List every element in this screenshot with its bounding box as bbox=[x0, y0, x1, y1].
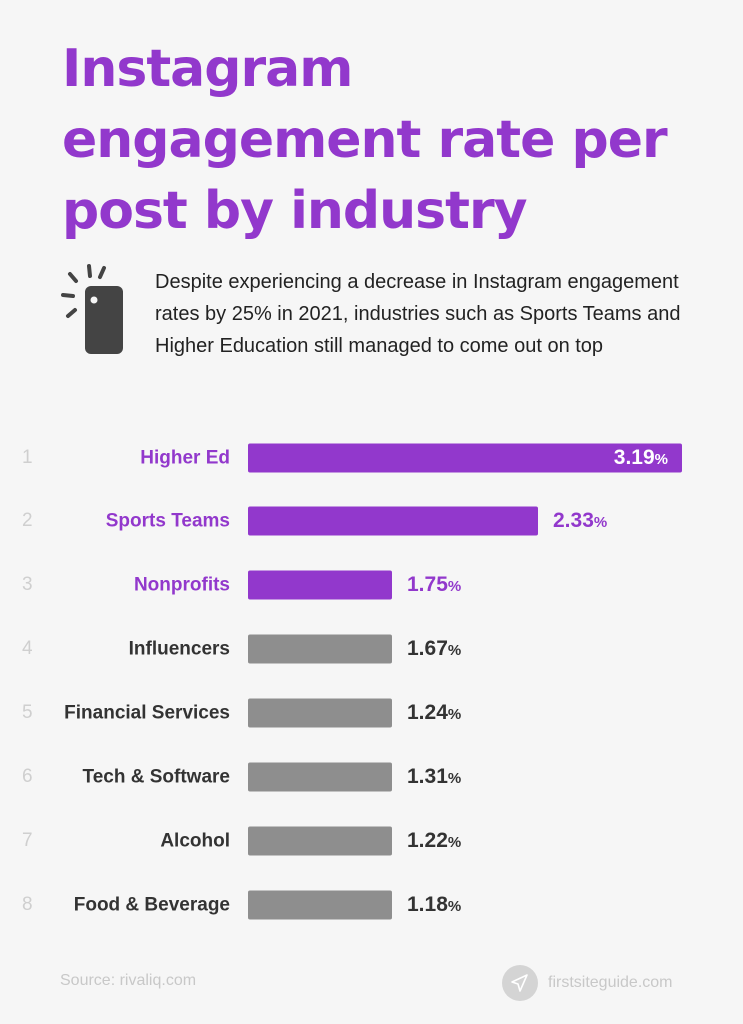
rank-number: 2 bbox=[22, 510, 33, 531]
rank-number: 7 bbox=[22, 830, 33, 851]
brand-text: firstsiteguide.com bbox=[548, 974, 673, 991]
value-number: 2.33 bbox=[553, 509, 594, 532]
value-label: 1.67% bbox=[407, 637, 461, 661]
value-unit: % bbox=[447, 578, 462, 595]
value-number: 1.18 bbox=[407, 893, 448, 916]
bar bbox=[248, 890, 392, 920]
bar-row: 1 Higher Ed 3.19% bbox=[0, 428, 743, 488]
value-label: 1.24% bbox=[407, 701, 461, 725]
page-title: Instagram engagement rate per post by in… bbox=[62, 39, 668, 241]
value-unit: % bbox=[447, 642, 462, 659]
value-unit: % bbox=[593, 514, 608, 531]
value-number: 1.67 bbox=[407, 637, 448, 660]
value-number: 1.31 bbox=[407, 765, 448, 788]
rank-number: 1 bbox=[22, 447, 33, 468]
value-number: 1.22 bbox=[407, 829, 448, 852]
value-unit: % bbox=[447, 706, 462, 723]
phone-flash-icon bbox=[61, 264, 123, 354]
source-text: Source: rivaliq.com bbox=[60, 972, 197, 989]
value-unit: % bbox=[447, 898, 462, 915]
value-label: 1.18% bbox=[407, 893, 461, 917]
value-unit: % bbox=[447, 770, 462, 787]
category-label: Alcohol bbox=[160, 830, 230, 852]
bar-row: 3 Nonprofits 1.75% bbox=[0, 555, 743, 615]
bar bbox=[248, 506, 538, 536]
rank-number: 4 bbox=[22, 638, 33, 659]
rank-number: 6 bbox=[22, 766, 33, 787]
bar bbox=[248, 698, 392, 728]
value-label: 1.75% bbox=[407, 573, 461, 597]
value-unit: % bbox=[654, 451, 668, 468]
bar bbox=[248, 634, 392, 664]
category-label: Food & Beverage bbox=[73, 894, 230, 916]
bar-row: 5 Financial Services 1.24% bbox=[0, 683, 743, 743]
rank-number: 5 bbox=[22, 702, 33, 723]
category-label: Financial Services bbox=[64, 702, 230, 724]
bar bbox=[248, 826, 392, 856]
bar-row: 7 Alcohol 1.22% bbox=[0, 811, 743, 871]
bar bbox=[248, 762, 392, 792]
description: Despite experiencing a decrease in Insta… bbox=[155, 271, 681, 357]
category-label: Higher Ed bbox=[140, 447, 230, 469]
bar-row: 2 Sports Teams 2.33% bbox=[0, 491, 743, 551]
category-label: Influencers bbox=[128, 638, 230, 660]
value-label: 1.22% bbox=[407, 829, 461, 853]
value-label: 1.31% bbox=[407, 765, 461, 789]
category-label: Tech & Software bbox=[82, 766, 230, 788]
value-number: 1.75 bbox=[407, 573, 448, 596]
value-label: 3.19% bbox=[614, 446, 668, 470]
bar-row: 6 Tech & Software 1.31% bbox=[0, 747, 743, 807]
value-label: 2.33% bbox=[553, 509, 607, 533]
bar bbox=[248, 570, 392, 600]
bar-row: 4 Influencers 1.67% bbox=[0, 619, 743, 679]
bar-row: 8 Food & Beverage 1.18% bbox=[0, 875, 743, 935]
brand[interactable]: firstsiteguide.com bbox=[502, 965, 673, 1001]
rank-number: 3 bbox=[22, 574, 33, 595]
category-label: Nonprofits bbox=[133, 574, 230, 596]
bar bbox=[248, 443, 682, 473]
value-number: 1.24 bbox=[407, 701, 448, 724]
rank-number: 8 bbox=[22, 894, 33, 915]
value-unit: % bbox=[447, 834, 462, 851]
category-label: Sports Teams bbox=[105, 510, 230, 532]
paper-plane-icon bbox=[502, 965, 538, 1001]
value-number: 3.19 bbox=[613, 446, 655, 469]
